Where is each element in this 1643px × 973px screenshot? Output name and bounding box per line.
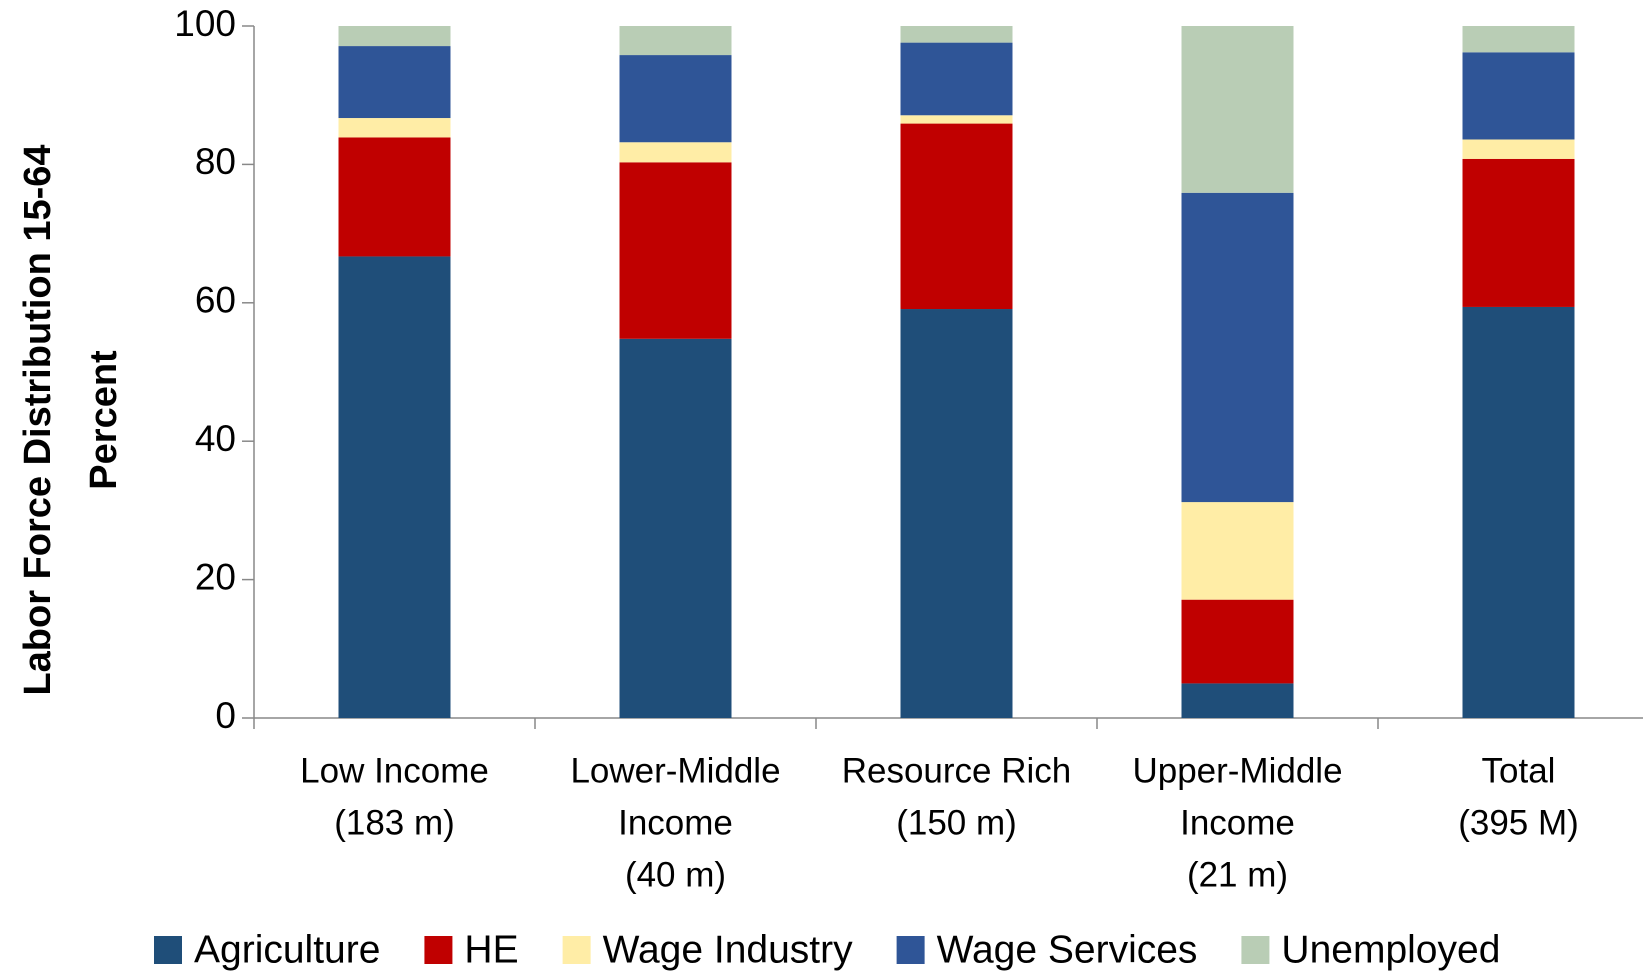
bar-segment <box>1181 599 1294 684</box>
bar-segment <box>1462 139 1575 159</box>
bar-segment <box>1462 306 1575 718</box>
bar-segment <box>1181 683 1294 718</box>
legend-label: HE <box>464 928 518 971</box>
bar-segment <box>1462 158 1575 307</box>
bar-segment <box>619 142 732 163</box>
bar-segment <box>619 162 732 339</box>
legend-label: Agriculture <box>194 928 380 971</box>
bar-segment <box>900 42 1013 116</box>
bar-segment <box>338 256 451 718</box>
bar-segment <box>1181 26 1294 193</box>
bar-segment <box>619 26 732 56</box>
legend-label: Unemployed <box>1281 928 1500 971</box>
legend-swatch <box>424 936 453 964</box>
y-tick-label: 80 <box>195 141 236 182</box>
bar-segment <box>1462 52 1575 140</box>
legend-swatch <box>1241 936 1270 964</box>
legend-label: Wage Industry <box>603 928 853 971</box>
y-tick-label: 20 <box>195 556 236 597</box>
x-tick-label: Resource Rich <box>842 751 1072 790</box>
y-axis-label: Labor Force Distribution 15-64 <box>17 144 59 695</box>
x-tick-label: (395 M) <box>1458 803 1579 842</box>
x-tick-label: Income <box>1180 803 1295 842</box>
x-tick-label: Upper-Middle <box>1132 751 1342 790</box>
bar-segment <box>338 46 451 119</box>
bar-segment <box>900 123 1013 310</box>
bar-segment <box>900 309 1013 718</box>
bar-segment <box>900 26 1013 43</box>
x-tick-label: (150 m) <box>896 803 1017 842</box>
legend-swatch <box>562 936 591 964</box>
y-tick-label: 60 <box>195 280 236 321</box>
bar-segment <box>338 137 451 257</box>
legend-label: Wage Services <box>937 928 1198 971</box>
bar-segment <box>338 26 451 47</box>
bar-segment <box>338 118 451 138</box>
x-tick-label: Total <box>1482 751 1556 790</box>
bar-segment <box>1181 192 1294 503</box>
x-tick-label: (21 m) <box>1187 855 1288 894</box>
y-tick-label: 100 <box>174 3 236 44</box>
x-tick-label: (183 m) <box>334 803 455 842</box>
y-tick-label: 40 <box>195 418 236 459</box>
x-tick-label: Low Income <box>300 751 489 790</box>
legend-swatch <box>154 936 182 964</box>
legend-swatch <box>896 936 925 964</box>
x-tick-label: Lower-Middle <box>570 751 780 790</box>
y-axis-label: Percent <box>83 350 125 490</box>
bar-segment <box>619 338 732 718</box>
y-tick-label: 0 <box>215 695 236 736</box>
bar-segment <box>1181 502 1294 600</box>
bar-segment <box>900 115 1013 124</box>
x-tick-label: Income <box>618 803 733 842</box>
x-tick-label: (40 m) <box>625 855 726 894</box>
bar-segment <box>1462 26 1575 53</box>
bar-segment <box>619 55 732 143</box>
